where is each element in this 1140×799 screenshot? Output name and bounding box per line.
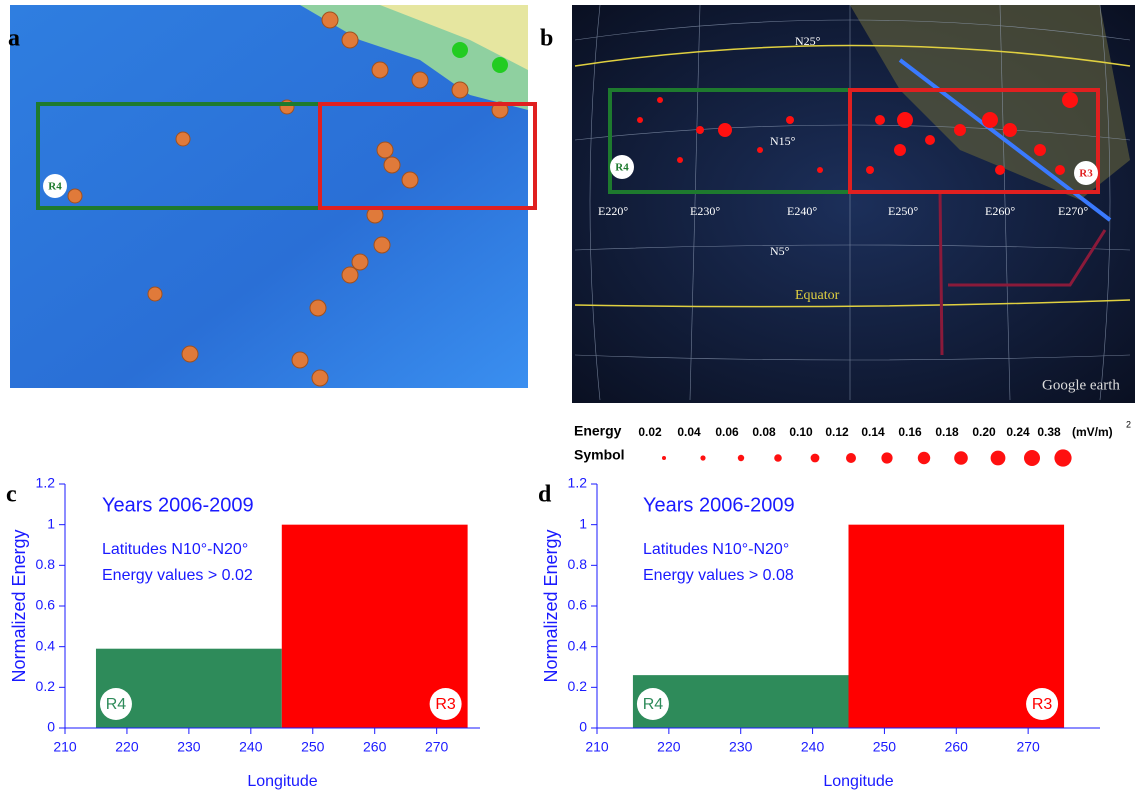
legend-value: 0.10 [789, 425, 813, 439]
category-label: R4 [643, 696, 664, 713]
x-tick-label: 260 [363, 739, 387, 755]
y-axis-label: Normalized Energy [541, 529, 561, 682]
legend-value: 0.06 [715, 425, 739, 439]
legend-label: Energy [574, 423, 622, 439]
longitude-label: E260° [985, 204, 1015, 218]
panel-label: a [8, 26, 20, 52]
legend-unit-power: 2 [1126, 419, 1131, 429]
x-tick-label: 240 [801, 739, 825, 755]
map-a: R4 a [8, 5, 535, 388]
x-tick-label: 220 [115, 739, 139, 755]
x-tick-label: 270 [1016, 739, 1040, 755]
y-tick-label: 0.6 [36, 597, 56, 613]
category-label: R3 [435, 696, 456, 713]
y-tick-label: 0.2 [568, 678, 588, 694]
x-tick-label: 210 [585, 739, 609, 755]
legend-symbol [1054, 449, 1071, 466]
y-tick-label: 0.2 [36, 678, 56, 694]
y-tick-label: 0.8 [568, 556, 588, 572]
legend-value: 0.16 [898, 425, 922, 439]
legend-value: 0.24 [1006, 425, 1030, 439]
legend-symbol [738, 455, 744, 461]
x-tick-label: 250 [301, 739, 325, 755]
longitude-label: E230° [690, 204, 720, 218]
category-label: R3 [1032, 696, 1053, 713]
longitude-label: E220° [598, 204, 628, 218]
legend-label: Symbol [574, 447, 625, 463]
panel-label: d [538, 482, 552, 508]
x-tick-label: 240 [239, 739, 263, 755]
chart-title: Years 2006-2009 [102, 494, 254, 516]
latitude-label: N25° [795, 34, 821, 48]
legend-value: 0.20 [972, 425, 996, 439]
x-tick-label: 220 [657, 739, 681, 755]
legend-symbol [954, 451, 968, 465]
legend-value: 0.18 [935, 425, 959, 439]
legend-symbol [700, 455, 705, 460]
x-axis-label: Longitude [247, 773, 317, 790]
annotation: Energy values > 0.08 [643, 567, 794, 584]
y-tick-label: 0.8 [36, 556, 56, 572]
legend-value: 0.08 [752, 425, 776, 439]
region-label: R3 [1079, 168, 1093, 180]
legend-value: 0.38 [1037, 425, 1061, 439]
y-tick-label: 0.4 [36, 637, 56, 653]
y-tick-label: 0 [47, 719, 55, 735]
legend-value: 0.04 [677, 425, 701, 439]
legend-symbol [991, 451, 1006, 466]
figure: R4 a R4 R3 N25° N15° N5° Equator E220° [0, 0, 1140, 799]
legend-value: 0.12 [825, 425, 849, 439]
region-label: R4 [615, 162, 629, 174]
equator-label: Equator [795, 288, 840, 303]
category-label: R4 [106, 696, 127, 713]
legend-symbol [1024, 450, 1040, 466]
legend-symbol [774, 454, 782, 462]
annotation: Latitudes N10°-N20° [643, 541, 789, 558]
latitude-label: N5° [770, 244, 790, 258]
legend-symbol [846, 453, 856, 463]
region-label: R4 [48, 181, 62, 193]
legend-symbol [662, 456, 666, 460]
panel-label: c [6, 482, 17, 508]
annotation: Energy values > 0.02 [102, 567, 253, 584]
legend-symbol [918, 452, 930, 464]
x-tick-label: 270 [425, 739, 449, 755]
y-tick-label: 1.2 [568, 475, 588, 491]
x-tick-label: 230 [177, 739, 201, 755]
x-axis-label: Longitude [823, 773, 893, 790]
panel-label: b [540, 26, 553, 52]
y-tick-label: 1 [579, 515, 587, 531]
legend-symbol [881, 452, 892, 463]
x-tick-label: 260 [945, 739, 969, 755]
x-tick-label: 210 [53, 739, 77, 755]
x-tick-label: 250 [873, 739, 897, 755]
legend-value: 0.14 [861, 425, 885, 439]
longitude-label: E250° [888, 204, 918, 218]
longitude-label: E240° [787, 204, 817, 218]
legend-symbol [811, 454, 820, 463]
latitude-label: N15° [770, 134, 796, 148]
map-b: R4 R3 N25° N15° N5° Equator E220° E230° … [540, 5, 1135, 403]
legend-value: 0.02 [638, 425, 662, 439]
x-tick-label: 230 [729, 739, 753, 755]
y-tick-label: 0.6 [568, 597, 588, 613]
y-tick-label: 1 [47, 515, 55, 531]
annotation: Latitudes N10°-N20° [102, 541, 248, 558]
legend-unit: (mV/m) [1072, 425, 1113, 439]
y-tick-label: 1.2 [36, 475, 56, 491]
y-tick-label: 0.4 [568, 637, 588, 653]
chart-title: Years 2006-2009 [643, 494, 795, 516]
longitude-label: E270° [1058, 204, 1088, 218]
y-tick-label: 0 [579, 719, 587, 735]
credit: Google earth [1042, 377, 1120, 393]
y-axis-label: Normalized Energy [9, 529, 29, 682]
